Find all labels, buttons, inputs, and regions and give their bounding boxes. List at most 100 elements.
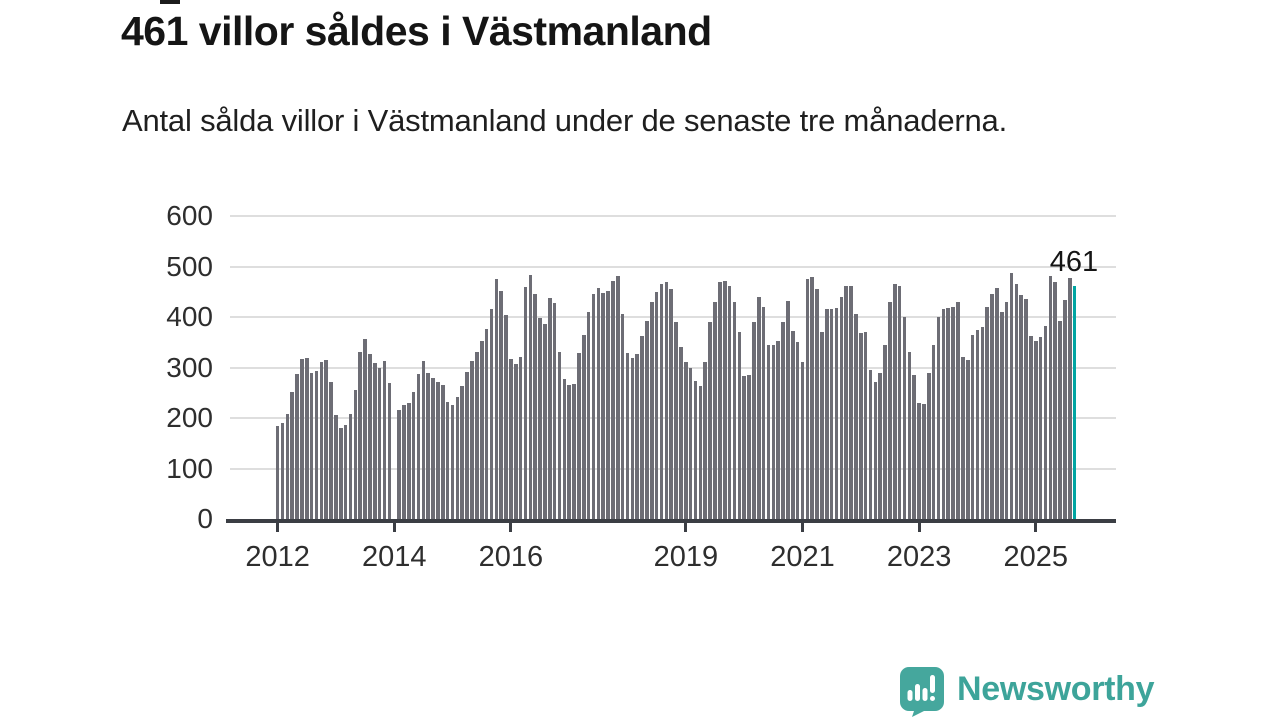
bar	[382, 361, 387, 519]
bar	[416, 374, 421, 519]
bar	[674, 322, 678, 519]
bar	[426, 373, 431, 519]
bar	[353, 389, 358, 519]
bar	[713, 301, 717, 519]
x-axis-tick-2016	[509, 523, 513, 532]
bar	[407, 403, 411, 519]
bar	[849, 285, 853, 519]
bar	[465, 372, 469, 519]
bar	[523, 287, 528, 519]
bar	[902, 317, 907, 519]
x-axis-label-2016: 2016	[478, 541, 544, 573]
bar	[795, 342, 800, 519]
bar	[854, 314, 858, 519]
bar	[338, 428, 343, 519]
bar	[1058, 321, 1062, 519]
y-axis-label-500: 500	[166, 250, 213, 282]
x-axis-label-2012: 2012	[245, 541, 310, 573]
bar	[494, 278, 499, 519]
bar	[479, 340, 484, 519]
x-axis-tick-2014	[392, 523, 396, 532]
bar	[1048, 276, 1053, 519]
bar	[314, 370, 319, 519]
bar	[445, 402, 450, 519]
bar	[363, 338, 367, 519]
bar	[421, 361, 426, 519]
bar	[475, 351, 479, 519]
bar	[304, 358, 309, 519]
bar	[295, 373, 299, 519]
cropped-artifact	[160, 0, 180, 4]
bar	[601, 292, 605, 519]
bar	[650, 301, 654, 519]
bar	[888, 301, 892, 519]
highlight-value-label: 461	[1049, 246, 1099, 278]
bar	[1024, 299, 1028, 519]
bar	[839, 296, 844, 519]
bar	[1004, 301, 1009, 519]
bar	[300, 359, 304, 519]
gridline-y-500	[230, 265, 1116, 268]
y-axis-label-0: 0	[197, 503, 213, 534]
bar	[616, 276, 620, 519]
bar	[829, 309, 834, 519]
bar	[961, 357, 965, 519]
bar	[684, 362, 688, 519]
x-axis-tick-2012	[276, 523, 280, 532]
x-axis-label-2023: 2023	[886, 541, 952, 573]
bar	[484, 328, 489, 519]
bar	[567, 385, 571, 519]
bar	[1009, 272, 1014, 519]
bar	[708, 322, 712, 519]
bar	[761, 306, 766, 519]
bar	[489, 308, 494, 519]
bar	[936, 317, 941, 519]
bar	[1019, 295, 1023, 519]
x-axis-label-2014: 2014	[361, 541, 427, 573]
bar	[460, 386, 465, 519]
bar	[411, 391, 416, 519]
bar-highlight	[1072, 286, 1077, 519]
bar	[543, 323, 547, 519]
bar	[820, 332, 824, 519]
bar	[863, 332, 868, 519]
bar	[518, 357, 523, 519]
bar	[450, 404, 455, 519]
bar	[280, 423, 285, 519]
bar	[975, 329, 980, 519]
bar	[810, 276, 814, 519]
bar	[1033, 341, 1038, 519]
bar	[620, 314, 625, 519]
x-axis-label-2025: 2025	[1003, 541, 1068, 573]
bar	[1029, 335, 1033, 519]
bar	[800, 362, 805, 519]
x-axis-tick-2021	[800, 523, 804, 532]
bar	[343, 425, 348, 519]
bar	[562, 378, 567, 519]
bar	[509, 358, 513, 519]
newsworthy-wordmark: Newsworthy	[957, 670, 1155, 708]
x-axis-line	[226, 519, 1116, 523]
bar	[897, 285, 902, 519]
bar	[557, 351, 562, 519]
bar	[552, 302, 557, 519]
chart-subtitle: Antal sålda villor i Västmanland under d…	[122, 103, 1008, 138]
bar	[722, 280, 727, 519]
bar	[290, 391, 294, 519]
x-axis-label-2019: 2019	[653, 541, 719, 573]
bar	[878, 372, 883, 519]
y-axis-label-600: 600	[166, 200, 213, 231]
bar	[377, 368, 382, 519]
bar	[533, 293, 537, 519]
bar	[436, 381, 440, 519]
bar	[285, 413, 290, 519]
bar	[766, 344, 771, 519]
bar	[922, 403, 926, 519]
bar	[781, 322, 785, 519]
bar	[654, 291, 659, 519]
bar	[883, 344, 887, 519]
bar	[596, 287, 601, 519]
bar	[1043, 326, 1048, 519]
